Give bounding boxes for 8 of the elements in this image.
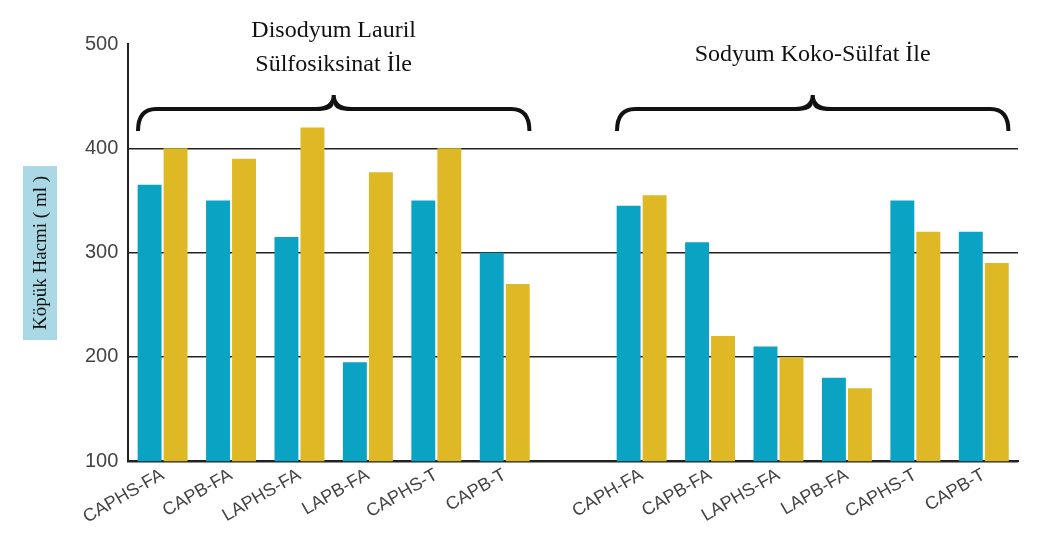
y-axis-title: Köpük Hacmi ( ml ) (23, 165, 57, 340)
annotation: Disodyum Lauril Sülfosiksinat İle (250, 15, 417, 78)
annotation: Sodyum Koko-Sülfat İle (693, 39, 932, 68)
y-tick-label: 200 (84, 344, 119, 367)
y-tick-label: 300 (84, 240, 119, 263)
y-tick-label: 100 (84, 448, 119, 471)
y-tick-label: 500 (84, 31, 119, 54)
y-tick-label: 400 (84, 135, 119, 158)
